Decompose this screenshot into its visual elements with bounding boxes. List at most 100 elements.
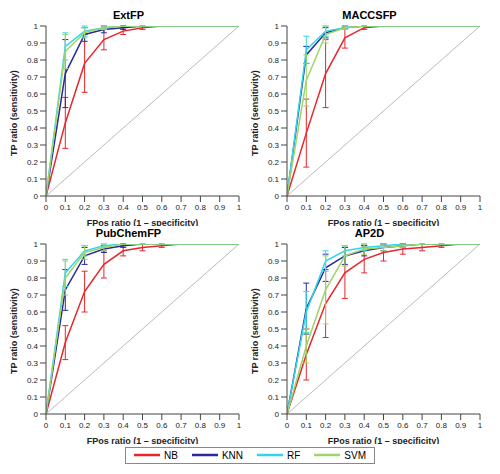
svg-text:0.7: 0.7	[268, 73, 280, 82]
svg-text:0.1: 0.1	[60, 203, 72, 212]
svg-text:1: 1	[237, 203, 242, 212]
svg-text:0.2: 0.2	[27, 158, 39, 167]
svg-text:1: 1	[275, 240, 280, 249]
svg-text:0.6: 0.6	[397, 421, 409, 430]
svg-text:0.2: 0.2	[320, 203, 332, 212]
svg-text:0.2: 0.2	[79, 421, 91, 430]
svg-text:0.5: 0.5	[137, 203, 149, 212]
svg-text:0.4: 0.4	[359, 421, 371, 430]
svg-text:0.7: 0.7	[27, 291, 39, 300]
svg-text:0.5: 0.5	[268, 107, 280, 116]
svg-text:1: 1	[34, 22, 39, 31]
svg-text:0.3: 0.3	[98, 203, 110, 212]
svg-text:0.1: 0.1	[301, 421, 313, 430]
svg-text:0.5: 0.5	[378, 421, 390, 430]
svg-text:0.9: 0.9	[268, 257, 280, 266]
svg-text:0.9: 0.9	[27, 257, 39, 266]
svg-text:0.7: 0.7	[268, 291, 280, 300]
svg-text:TP ratio (sensitivity): TP ratio (sensitivity)	[250, 288, 260, 374]
svg-text:0.8: 0.8	[268, 274, 280, 283]
svg-text:0.4: 0.4	[268, 124, 280, 133]
svg-text:1: 1	[275, 22, 280, 31]
svg-text:0.9: 0.9	[455, 421, 467, 430]
svg-text:TP ratio (sensitivity): TP ratio (sensitivity)	[9, 288, 19, 374]
svg-text:0.1: 0.1	[60, 421, 72, 430]
svg-text:0.5: 0.5	[378, 203, 390, 212]
svg-text:0.5: 0.5	[27, 325, 39, 334]
svg-text:0.8: 0.8	[195, 421, 207, 430]
svg-text:1: 1	[237, 421, 242, 430]
svg-text:FPos ratio (1 – specificity): FPos ratio (1 – specificity)	[328, 436, 440, 444]
svg-text:1: 1	[478, 421, 483, 430]
svg-text:0.9: 0.9	[268, 39, 280, 48]
svg-text:FPos ratio (1 – specificity): FPos ratio (1 – specificity)	[328, 218, 440, 226]
svg-text:0.6: 0.6	[156, 203, 168, 212]
svg-text:0.8: 0.8	[195, 203, 207, 212]
svg-text:0.8: 0.8	[436, 421, 448, 430]
svg-text:0.5: 0.5	[137, 421, 149, 430]
svg-text:0: 0	[285, 421, 290, 430]
svg-text:0.1: 0.1	[27, 393, 39, 402]
svg-text:0.1: 0.1	[268, 393, 280, 402]
svg-text:0.4: 0.4	[118, 203, 130, 212]
svg-text:1: 1	[34, 240, 39, 249]
svg-text:0.6: 0.6	[268, 90, 280, 99]
svg-text:0: 0	[275, 192, 280, 201]
svg-text:0.3: 0.3	[27, 141, 39, 150]
svg-text:TP ratio (sensitivity): TP ratio (sensitivity)	[250, 70, 260, 156]
svg-text:0.1: 0.1	[301, 203, 313, 212]
svg-text:0.1: 0.1	[27, 175, 39, 184]
svg-text:0.7: 0.7	[417, 421, 429, 430]
svg-text:0.6: 0.6	[268, 308, 280, 317]
svg-text:0: 0	[275, 410, 280, 419]
html-text:AP2D: AP2D	[354, 227, 385, 239]
svg-text:0.8: 0.8	[268, 56, 280, 65]
svg-text:0.8: 0.8	[436, 203, 448, 212]
svg-text:0.5: 0.5	[268, 325, 280, 334]
svg-text:0.8: 0.8	[27, 274, 39, 283]
svg-text:0.7: 0.7	[417, 203, 429, 212]
svg-text:1: 1	[478, 203, 483, 212]
svg-text:0.4: 0.4	[118, 421, 130, 430]
svg-text:0.2: 0.2	[268, 376, 280, 385]
html-text:PubChemFP: PubChemFP	[95, 227, 162, 239]
svg-text:0.2: 0.2	[268, 158, 280, 167]
svg-text:0.8: 0.8	[27, 56, 39, 65]
svg-text:TP ratio (sensitivity): TP ratio (sensitivity)	[9, 70, 19, 156]
svg-text:0.9: 0.9	[214, 421, 226, 430]
svg-text:0.9: 0.9	[27, 39, 39, 48]
svg-text:0.4: 0.4	[27, 342, 39, 351]
svg-text:0: 0	[44, 421, 49, 430]
svg-text:0.4: 0.4	[359, 203, 371, 212]
svg-text:0: 0	[34, 192, 39, 201]
svg-text:FPos ratio (1 – specificity): FPos ratio (1 – specificity)	[87, 436, 199, 444]
svg-text:0.7: 0.7	[27, 73, 39, 82]
svg-text:0.6: 0.6	[156, 421, 168, 430]
svg-text:0: 0	[44, 203, 49, 212]
svg-text:0.2: 0.2	[27, 376, 39, 385]
svg-text:0.4: 0.4	[27, 124, 39, 133]
svg-text:0.5: 0.5	[27, 107, 39, 116]
svg-text:0.9: 0.9	[214, 203, 226, 212]
svg-text:0.3: 0.3	[268, 359, 280, 368]
svg-text:FPos ratio (1 – specificity): FPos ratio (1 – specificity)	[87, 218, 199, 226]
svg-text:0.2: 0.2	[79, 203, 91, 212]
svg-text:0.4: 0.4	[268, 342, 280, 351]
svg-text:0.7: 0.7	[176, 203, 188, 212]
svg-text:0.2: 0.2	[320, 421, 332, 430]
svg-text:0.3: 0.3	[27, 359, 39, 368]
svg-text:0.9: 0.9	[455, 203, 467, 212]
svg-text:0.3: 0.3	[339, 203, 351, 212]
svg-text:0: 0	[285, 203, 290, 212]
svg-text:0: 0	[34, 410, 39, 419]
html-text:MACCSFP: MACCSFP	[342, 9, 397, 21]
svg-text:0.7: 0.7	[176, 421, 188, 430]
svg-text:0.3: 0.3	[98, 421, 110, 430]
svg-text:0.3: 0.3	[268, 141, 280, 150]
svg-text:0.6: 0.6	[397, 203, 409, 212]
svg-text:0.6: 0.6	[27, 308, 39, 317]
svg-text:0.1: 0.1	[268, 175, 280, 184]
svg-text:0.6: 0.6	[27, 90, 39, 99]
svg-text:0.3: 0.3	[339, 421, 351, 430]
html-text:ExtFP: ExtFP	[112, 9, 145, 21]
